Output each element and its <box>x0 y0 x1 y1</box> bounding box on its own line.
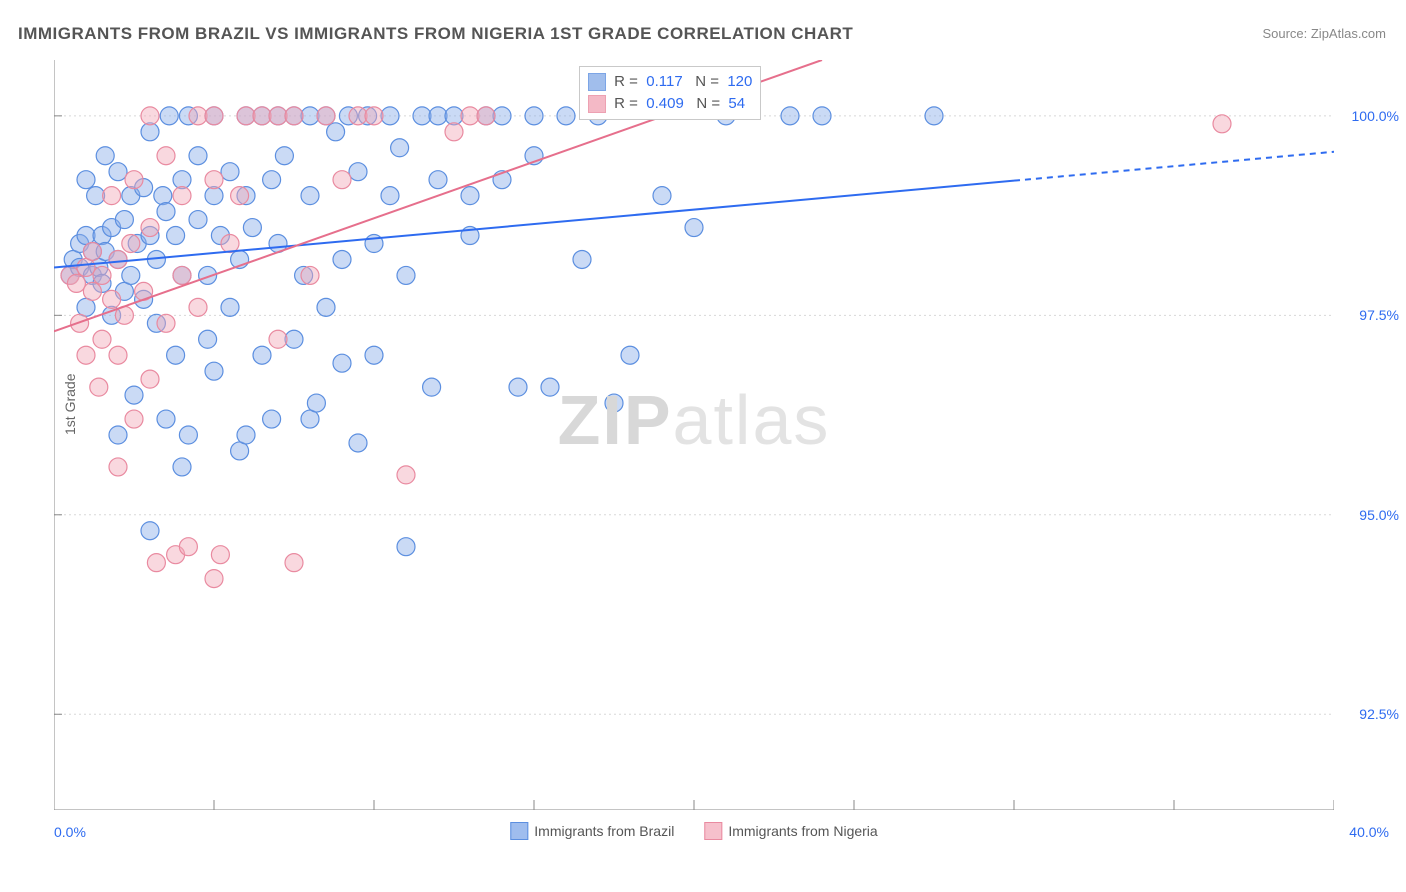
series-swatch <box>588 73 606 91</box>
source-credit: Source: ZipAtlas.com <box>1262 26 1386 41</box>
stats-row: R = 0.117 N = 120 <box>588 71 752 93</box>
legend-item: Immigrants from Nigeria <box>704 822 877 840</box>
series-swatch <box>588 95 606 113</box>
stats-text: R = 0.117 N = 120 <box>610 71 752 93</box>
scatter-plot: 1st Grade ZIPatlas R = 0.117 N = 120 R =… <box>54 60 1334 810</box>
y-tick-label: 92.5% <box>1359 706 1399 722</box>
source-link[interactable]: ZipAtlas.com <box>1311 26 1386 41</box>
y-tick-label: 97.5% <box>1359 307 1399 323</box>
chart-svg <box>54 60 1334 810</box>
legend-label: Immigrants from Brazil <box>534 823 674 839</box>
source-prefix: Source: <box>1262 26 1310 41</box>
x-tick-max: 40.0% <box>1349 824 1389 840</box>
legend-swatch <box>510 822 528 840</box>
stats-row: R = 0.409 N = 54 <box>588 93 752 115</box>
chart-title: IMMIGRANTS FROM BRAZIL VS IMMIGRANTS FRO… <box>18 24 853 44</box>
stats-legend: R = 0.117 N = 120 R = 0.409 N = 54 <box>579 66 761 120</box>
y-axis-label: 1st Grade <box>62 374 78 435</box>
legend-label: Immigrants from Nigeria <box>728 823 877 839</box>
legend-swatch <box>704 822 722 840</box>
x-tick-min: 0.0% <box>54 824 86 840</box>
legend-item: Immigrants from Brazil <box>510 822 674 840</box>
y-tick-label: 100.0% <box>1352 108 1399 124</box>
stats-text: R = 0.409 N = 54 <box>610 93 745 115</box>
bottom-legend: Immigrants from Brazil Immigrants from Ni… <box>510 822 877 840</box>
y-tick-label: 95.0% <box>1359 507 1399 523</box>
